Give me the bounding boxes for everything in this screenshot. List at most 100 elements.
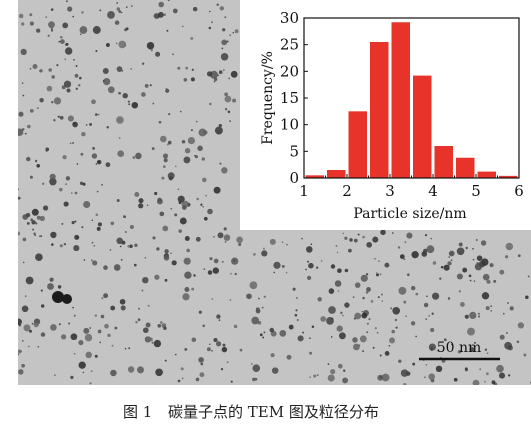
nanoparticle	[53, 97, 62, 105]
y-tick-label-5: 25	[280, 36, 299, 54]
nanoparticle	[160, 135, 167, 143]
y-tick-label-0: 0	[289, 169, 299, 187]
nanoparticle	[320, 260, 323, 262]
nanoparticle	[138, 203, 144, 209]
nanoparticle	[252, 364, 261, 373]
nanoparticle	[181, 377, 184, 380]
nanoparticle	[219, 6, 225, 11]
nanoparticle	[392, 306, 401, 315]
nanoparticle	[31, 322, 34, 325]
nanoparticle	[353, 238, 358, 243]
nanoparticle	[81, 131, 86, 137]
nanoparticle	[74, 220, 77, 223]
nanoparticle	[179, 217, 187, 225]
nanoparticle	[214, 126, 223, 135]
nanoparticle	[107, 86, 115, 94]
nanoparticle	[286, 354, 292, 360]
nanoparticle	[517, 254, 521, 258]
nanoparticle	[95, 113, 98, 116]
nanoparticle	[42, 205, 49, 211]
nanoparticle	[206, 71, 213, 77]
nanoparticle	[109, 249, 112, 251]
nanoparticle	[129, 244, 133, 248]
nanoparticle	[90, 259, 93, 262]
nanoparticle	[84, 333, 93, 342]
nanoparticle	[105, 162, 111, 168]
nanoparticle	[72, 121, 78, 128]
nanoparticle	[379, 354, 382, 357]
nanoparticle	[527, 275, 530, 278]
nanoparticle	[66, 88, 71, 93]
nanoparticle	[431, 312, 434, 315]
nanoparticle	[128, 347, 131, 350]
nanoparticle	[22, 237, 27, 242]
nanoparticle	[320, 316, 327, 322]
scale-bar: 50 nm	[419, 340, 500, 361]
nanoparticle	[217, 232, 224, 239]
nanoparticle	[18, 111, 24, 117]
nanoparticle	[232, 31, 235, 34]
nanoparticle	[162, 165, 166, 168]
nanoparticle	[57, 285, 62, 289]
nanoparticle	[162, 225, 169, 232]
nanoparticle	[499, 334, 505, 340]
nanoparticle	[106, 125, 109, 129]
nanoparticle	[127, 366, 135, 373]
nanoparticle	[475, 239, 478, 241]
nanoparticle	[119, 245, 122, 248]
nanoparticle	[117, 150, 125, 158]
nanoparticle	[116, 2, 118, 4]
nanoparticle	[95, 49, 98, 53]
nanoparticle	[425, 318, 428, 320]
nanoparticle	[74, 73, 79, 78]
nanoparticle	[407, 273, 410, 276]
nanoparticle	[162, 153, 169, 159]
nanoparticle	[258, 297, 260, 300]
nanoparticle	[388, 337, 396, 344]
nanoparticle	[18, 324, 22, 327]
caption-text: 碳量子点的 TEM 图及粒径分布	[168, 403, 379, 421]
nanoparticle	[196, 120, 198, 123]
nanoparticle	[142, 327, 149, 334]
nanoparticle	[491, 380, 496, 385]
nanoparticle	[269, 238, 276, 245]
nanoparticle	[447, 297, 451, 300]
nanoparticle	[195, 377, 200, 382]
nanoparticle	[301, 237, 303, 240]
nanoparticle	[138, 307, 140, 310]
nanoparticle	[37, 345, 40, 348]
nanoparticle	[262, 247, 265, 250]
nanoparticle	[223, 69, 225, 71]
nanoparticle	[380, 229, 386, 236]
x-tick-label-0: 1	[299, 182, 309, 200]
nanoparticle	[302, 331, 305, 334]
nanoparticle	[33, 321, 39, 328]
nanoparticle	[469, 311, 477, 320]
nanoparticle	[230, 272, 232, 275]
nanoparticle	[208, 10, 211, 13]
nanoparticle	[313, 374, 317, 378]
nanoparticle	[390, 307, 393, 310]
nanoparticle	[26, 156, 31, 162]
nanoparticle	[263, 331, 266, 334]
nanoparticle	[73, 352, 76, 355]
nanoparticle	[477, 312, 480, 315]
nanoparticle	[443, 264, 450, 271]
nanoparticle	[288, 324, 294, 330]
nanoparticle	[472, 248, 474, 250]
nanoparticle	[234, 272, 237, 276]
nanoparticle	[354, 312, 362, 320]
nanoparticle	[255, 307, 260, 312]
nanoparticle	[381, 300, 384, 302]
nanoparticle	[65, 42, 69, 46]
nanoparticle	[208, 26, 212, 30]
nanoparticle	[337, 268, 342, 274]
nanoparticle	[21, 363, 25, 368]
nanoparticle	[116, 66, 123, 72]
nanoparticle	[229, 299, 232, 301]
nanoparticle	[102, 80, 105, 82]
nanoparticle	[183, 156, 191, 164]
nanoparticle	[57, 115, 60, 118]
nanoparticle	[144, 256, 147, 259]
nanoparticle	[97, 113, 100, 116]
